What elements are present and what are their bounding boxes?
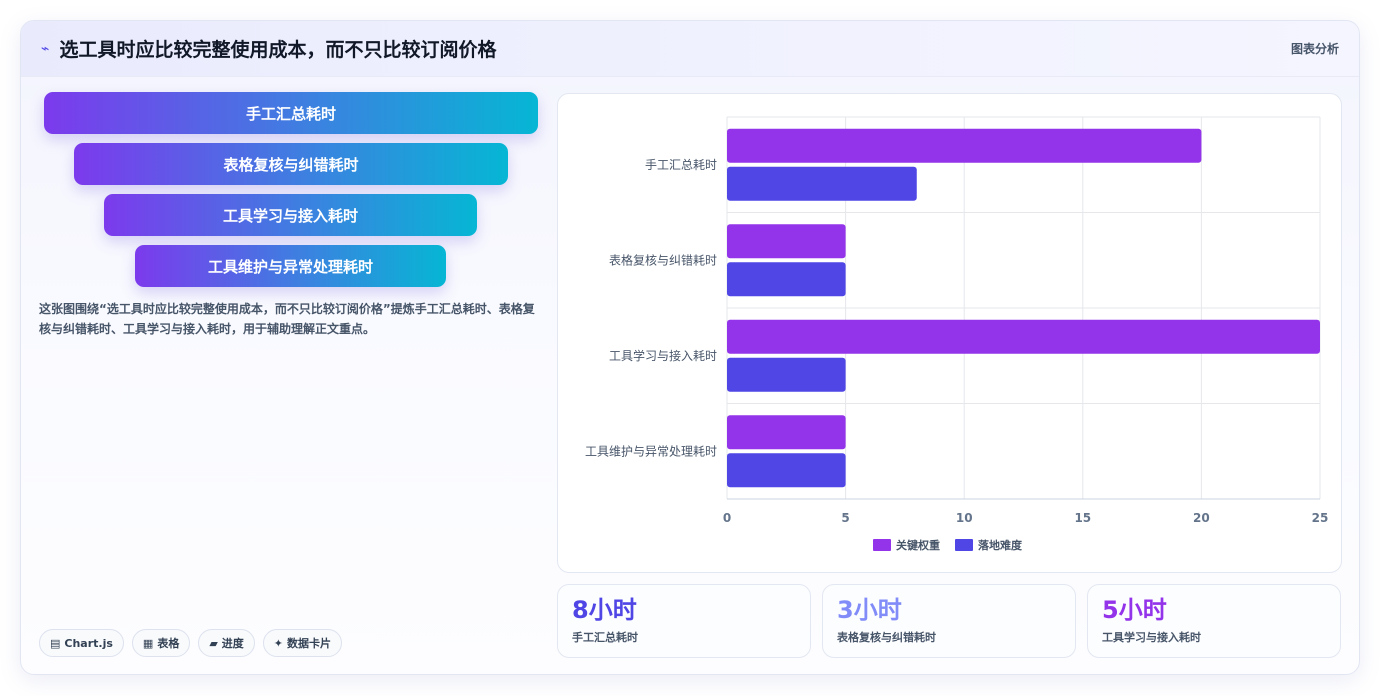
x-tick-label: 20: [1193, 511, 1210, 525]
chip-label: 数据卡片: [287, 637, 332, 650]
bar-weight: [727, 319, 1320, 354]
stat-card: 8小时 手工汇总耗时: [557, 584, 811, 658]
chart-description: 这张图围绕“选工具时应比较完整使用成本，而不只比较订阅价格”提炼手工汇总耗时、表…: [39, 302, 535, 336]
progress-icon: ▰: [209, 636, 218, 650]
chart-icon: ▤: [50, 636, 61, 650]
page-title: 选工具时应比较完整使用成本，而不只比较订阅价格: [59, 39, 497, 61]
chart-analysis-tag: 图表分析: [1290, 42, 1339, 56]
funnel-bar: 工具维护与异常处理耗时: [135, 245, 446, 287]
legend-label: 落地难度: [978, 538, 1023, 552]
legend-swatch: [873, 539, 891, 551]
funnel-bar: 表格复核与纠错耗时: [74, 143, 508, 185]
x-tick-label: 10: [956, 511, 973, 525]
bar-weight: [727, 224, 846, 259]
chip-progress[interactable]: ▰ 进度: [198, 629, 255, 657]
bar-difficulty: [727, 166, 917, 201]
y-tick-label: 工具维护与异常处理耗时: [585, 444, 717, 458]
stat-value: 3小时: [837, 596, 902, 624]
x-tick-label: 15: [1074, 511, 1091, 525]
legend-swatch: [955, 539, 973, 551]
feature-chips: ▤ Chart.js ▦ 表格 ▰ 进度 ✦ 数据卡片: [39, 629, 343, 657]
chart-card: ⌁ 选工具时应比较完整使用成本，而不只比较订阅价格 图表分析 手工汇总耗时 表格…: [20, 20, 1360, 675]
stat-value: 5小时: [1102, 596, 1167, 624]
y-tick-label: 工具学习与接入耗时: [609, 348, 717, 363]
bar-difficulty: [727, 262, 846, 297]
bar-weight: [727, 128, 1202, 163]
sparkle-icon: ✦: [273, 636, 284, 650]
funnel-bar: 手工汇总耗时: [44, 92, 538, 134]
bar-weight: [727, 415, 846, 450]
stat-label: 表格复核与纠错耗时: [837, 631, 936, 644]
stat-label: 手工汇总耗时: [572, 631, 638, 644]
chip-chartjs[interactable]: ▤ Chart.js: [39, 629, 124, 657]
chip-label: Chart.js: [64, 636, 113, 650]
bar-chart-panel: 手工汇总耗时表格复核与纠错耗时 工具学习与接入耗时工具维护与异常处理耗时 0 5 10 1…: [557, 93, 1342, 573]
chip-label: 表格: [157, 637, 180, 650]
chip-data-cards[interactable]: ✦ 数据卡片: [262, 629, 343, 657]
bar-difficulty: [727, 453, 846, 488]
table-icon: ▦: [142, 636, 154, 650]
y-tick-label: 表格复核与纠错耗时: [609, 252, 717, 267]
x-tick-label: 25: [1312, 511, 1329, 525]
stat-card: 5小时 工具学习与接入耗时: [1087, 584, 1341, 658]
legend-label: 关键权重: [896, 538, 940, 552]
x-tick-label: 5: [841, 511, 849, 525]
chip-table[interactable]: ▦ 表格: [131, 629, 191, 657]
chip-label: 进度: [221, 637, 244, 650]
card-header: ⌁ 选工具时应比较完整使用成本，而不只比较订阅价格 图表分析: [21, 21, 1359, 77]
x-tick-label: 0: [723, 511, 731, 525]
stat-label: 工具学习与接入耗时: [1102, 631, 1201, 644]
stat-card: 3小时 表格复核与纠错耗时: [822, 584, 1076, 658]
y-tick-label: 手工汇总耗时: [645, 158, 717, 172]
bar-difficulty: [727, 357, 846, 392]
trend-icon: ⌁: [41, 40, 50, 57]
stat-value: 8小时: [572, 596, 637, 624]
funnel-bar: 工具学习与接入耗时: [104, 194, 477, 236]
